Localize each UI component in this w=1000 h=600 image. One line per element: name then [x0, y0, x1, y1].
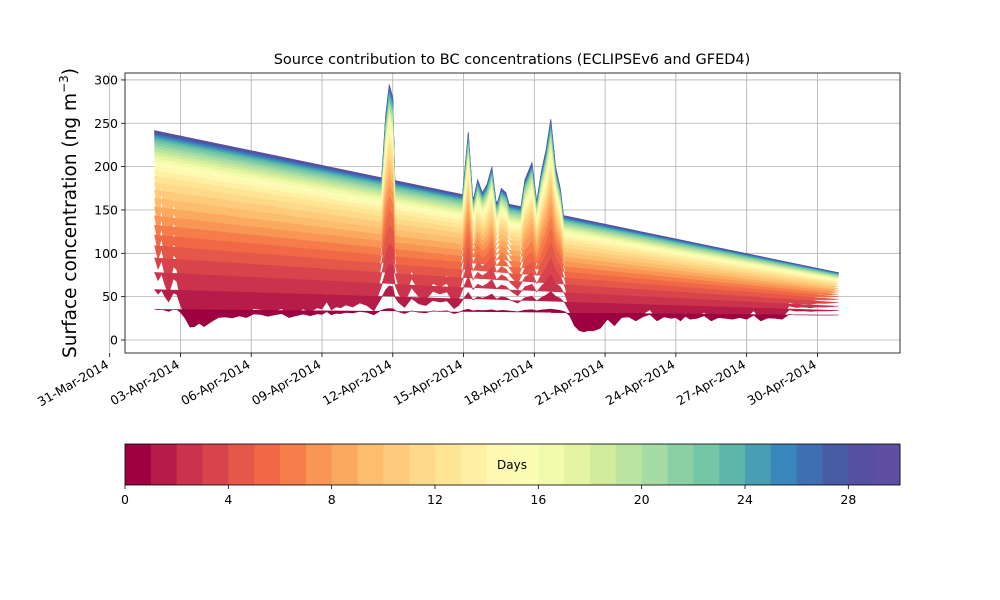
colorbar-frame	[124, 443, 901, 486]
colorbar-label: Days	[497, 458, 527, 472]
svg-text:Surface concentration (ng m−3): Surface concentration (ng m−3)	[57, 68, 81, 358]
colorbar-swatch	[641, 444, 668, 485]
colorbar-swatch	[125, 444, 152, 485]
colorbar-swatch	[590, 444, 617, 485]
x-tick-label: 31-Mar-2014	[35, 357, 111, 410]
y-tick-label: 0	[110, 332, 118, 347]
y-axis-ticks: 0 50 100 150 200 250 300	[94, 72, 125, 347]
colorbar-tick-label: 12	[427, 492, 443, 507]
colorbar-swatch	[719, 444, 746, 485]
x-tick-label: 09-Apr-2014	[249, 357, 323, 409]
x-tick-label: 18-Apr-2014	[461, 357, 535, 409]
colorbar-swatch	[667, 444, 694, 485]
colorbar-swatch	[150, 444, 178, 485]
y-tick-label: 50	[102, 289, 118, 304]
colorbar-tick-label: 20	[634, 492, 650, 507]
x-tick-label: 24-Apr-2014	[603, 357, 677, 409]
colorbar-swatch	[228, 444, 255, 485]
x-tick-label: 21-Apr-2014	[532, 357, 606, 409]
y-tick-label: 200	[94, 159, 118, 174]
area-layer-day-0	[154, 308, 839, 333]
colorbar-swatch	[435, 444, 462, 485]
colorbar-swatch	[176, 444, 203, 485]
colorbar-tick-label: 28	[840, 492, 856, 507]
y-axis-label-close: )	[60, 68, 81, 75]
colorbar-swatch	[331, 444, 358, 485]
y-tick-label: 100	[94, 246, 118, 261]
colorbar-swatch	[460, 444, 488, 485]
colorbar-swatch	[357, 444, 384, 485]
colorbar-swatch	[796, 444, 823, 485]
colorbar-swatch	[486, 444, 513, 485]
x-tick-label: 12-Apr-2014	[320, 357, 394, 409]
y-axis-label-sup: −3	[57, 75, 71, 93]
colorbar-swatch	[409, 444, 436, 485]
x-tick-label: 30-Apr-2014	[744, 357, 818, 409]
colorbar-swatch	[770, 444, 798, 485]
colorbar-swatch	[538, 444, 565, 485]
colorbar-swatch	[564, 444, 591, 485]
colorbar-swatch	[202, 444, 229, 485]
colorbar-tick-label: 4	[224, 492, 232, 507]
colorbar-ticks: 0 4 8 12 16 20 24 28	[121, 485, 856, 507]
x-tick-label: 15-Apr-2014	[391, 357, 465, 409]
colorbar-tick-label: 24	[737, 492, 753, 507]
x-tick-label: 03-Apr-2014	[108, 357, 182, 409]
y-axis-label: Surface concentration (ng m−3)	[57, 68, 81, 358]
stacked-areas	[154, 84, 839, 333]
colorbar-swatch	[280, 444, 307, 485]
chart-title: Source contribution to BC concentrations…	[274, 52, 751, 68]
x-tick-label: 27-Apr-2014	[674, 357, 748, 409]
y-axis-label-main: Surface concentration (ng m	[60, 93, 81, 358]
colorbar-swatch	[254, 444, 281, 485]
colorbar-swatch	[305, 444, 333, 485]
colorbar-swatch	[693, 444, 720, 485]
colorbar-swatch	[615, 444, 643, 485]
colorbar-swatch	[822, 444, 849, 485]
colorbar	[124, 443, 901, 486]
colorbar-swatch	[383, 444, 410, 485]
y-tick-label: 150	[94, 202, 118, 217]
colorbar-swatch	[745, 444, 772, 485]
y-tick-label: 250	[94, 116, 118, 131]
colorbar-tick-label: 0	[121, 492, 129, 507]
colorbar-tick-label: 16	[530, 492, 546, 507]
plot-frame	[124, 72, 901, 354]
x-axis-ticks: 31-Mar-201403-Apr-201406-Apr-201409-Apr-…	[35, 353, 819, 409]
colorbar-swatch	[512, 444, 539, 485]
colorbar-tick-label: 8	[328, 492, 336, 507]
y-tick-label: 300	[94, 72, 118, 87]
colorbar-swatch	[848, 444, 875, 485]
colorbar-swatch	[874, 444, 901, 485]
x-tick-label: 06-Apr-2014	[178, 357, 252, 409]
